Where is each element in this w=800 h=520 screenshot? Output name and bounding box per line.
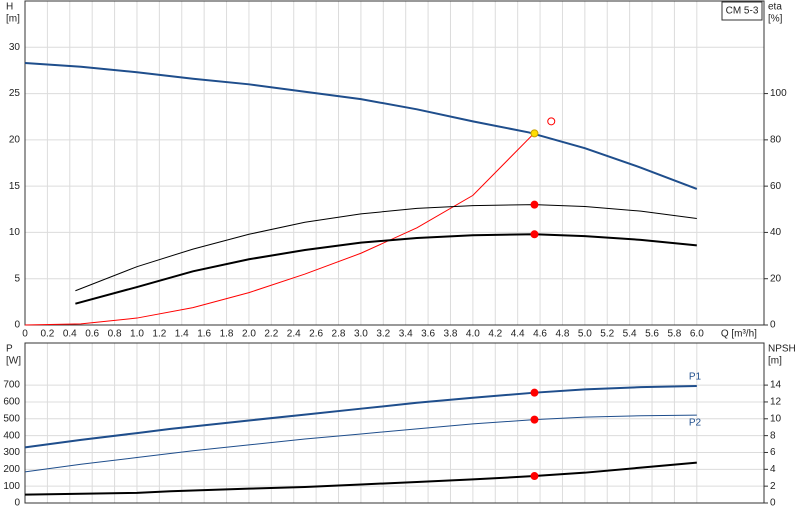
y2-tick-label: 0	[770, 320, 776, 331]
y-tick-label: 400	[3, 430, 20, 441]
y-tick-label: 200	[3, 464, 20, 475]
y2-tick-label: 20	[770, 273, 782, 284]
y-tick-label: 10	[9, 227, 21, 238]
x-tick-label: 1.2	[152, 329, 166, 340]
y2-tick-label: 0	[770, 498, 776, 509]
x-tick-label: 1.8	[220, 329, 234, 340]
y2-tick-label: 2	[770, 481, 776, 492]
y-tick-label: 20	[9, 134, 21, 145]
y-tick-label: 5	[14, 273, 20, 284]
operating-point	[530, 129, 539, 138]
x-tick-label: 0.2	[40, 329, 54, 340]
x-tick-label: 1.0	[130, 329, 144, 340]
operating-point	[530, 472, 539, 481]
x-tick-label: 4.4	[511, 329, 525, 340]
y-tick-label: 25	[9, 88, 21, 99]
y-axis-label: P	[6, 344, 13, 355]
y2-axis-label: eta	[768, 2, 782, 13]
y-axis-label: H	[6, 2, 13, 13]
x-axis-label: Q [m³/h]	[721, 329, 757, 340]
y-tick-label: 500	[3, 413, 20, 424]
series-line	[24, 414, 697, 473]
annotation-box	[721, 1, 763, 21]
y-tick-label: 30	[9, 42, 21, 53]
x-tick-label: 1.4	[175, 329, 189, 340]
plot-frame	[24, 342, 765, 504]
y2-tick-label: 6	[770, 447, 776, 458]
x-tick-label: 5.0	[578, 329, 592, 340]
y-tick-label: 0	[14, 498, 20, 509]
plot-frame	[24, 0, 765, 326]
y2-tick-label: 8	[770, 430, 776, 441]
y2-tick-label: 12	[770, 397, 782, 408]
operating-point	[530, 415, 539, 424]
x-tick-label: 5.2	[600, 329, 614, 340]
y2-axis-label: NPSH	[768, 344, 796, 355]
series-line	[75, 204, 697, 292]
y2-tick-label: 40	[770, 227, 782, 238]
x-tick-label: 4.0	[466, 329, 480, 340]
series-line	[24, 132, 535, 326]
y2-axis-unit: [%]	[768, 14, 783, 25]
operating-point	[547, 117, 556, 126]
x-tick-label: 5.8	[667, 329, 681, 340]
x-tick-label: 3.0	[354, 329, 368, 340]
x-tick-label: 2.0	[242, 329, 256, 340]
x-tick-label: 4.2	[488, 329, 502, 340]
y2-tick-label: 60	[770, 181, 782, 192]
x-tick-label: 0.6	[85, 329, 99, 340]
y2-tick-label: 10	[770, 413, 782, 424]
series-line	[24, 62, 698, 190]
y2-tick-label: 4	[770, 464, 776, 475]
y-tick-label: 15	[9, 181, 21, 192]
y2-tick-label: 80	[770, 134, 782, 145]
series-line	[24, 461, 697, 496]
x-tick-label: 0.8	[108, 329, 122, 340]
x-tick-label: 2.4	[287, 329, 301, 340]
y-tick-label: 600	[3, 397, 20, 408]
x-tick-label: 6.0	[690, 329, 704, 340]
y-tick-label: 300	[3, 447, 20, 458]
y-tick-label: 100	[3, 481, 20, 492]
x-tick-label: 3.8	[444, 329, 458, 340]
x-tick-label: 1.6	[197, 329, 211, 340]
y-axis-unit: [W]	[6, 356, 21, 367]
x-tick-label: 4.8	[556, 329, 570, 340]
x-tick-label: 5.6	[645, 329, 659, 340]
y2-tick-label: 14	[770, 380, 782, 391]
series-line	[75, 233, 697, 305]
y-tick-label: 0	[14, 320, 20, 331]
y2-tick-label: 100	[770, 88, 787, 99]
x-tick-label: 3.6	[421, 329, 435, 340]
y2-axis-unit: [m]	[768, 356, 782, 367]
operating-point	[530, 388, 539, 397]
x-tick-label: 4.6	[533, 329, 547, 340]
x-tick-label: 2.6	[309, 329, 323, 340]
operating-point	[530, 200, 539, 209]
x-tick-label: 2.8	[332, 329, 346, 340]
series-line	[24, 384, 697, 449]
x-tick-label: 2.2	[264, 329, 278, 340]
x-tick-label: 5.4	[623, 329, 637, 340]
x-tick-label: 3.4	[399, 329, 413, 340]
x-tick-label: 3.2	[376, 329, 390, 340]
x-tick-label: 0.4	[63, 329, 77, 340]
series-label: P1	[689, 372, 702, 383]
operating-point	[530, 230, 539, 239]
x-tick-label: 0	[22, 329, 28, 340]
series-label: P2	[689, 418, 702, 429]
y-tick-label: 700	[3, 380, 20, 391]
y-axis-unit: [m]	[6, 14, 20, 25]
annotation: CM 5-3	[726, 6, 759, 17]
